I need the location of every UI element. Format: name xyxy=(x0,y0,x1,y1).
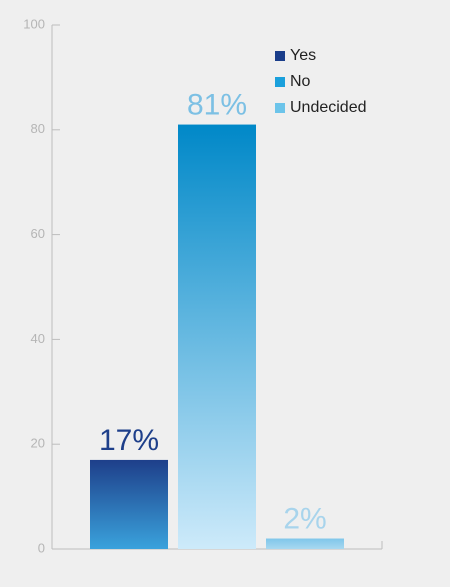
y-tick-label: 60 xyxy=(31,226,45,241)
value-label: 81% xyxy=(187,88,247,121)
legend-swatch xyxy=(275,77,285,87)
bar xyxy=(266,538,344,549)
y-tick-label: 0 xyxy=(38,540,45,555)
y-tick-label: 20 xyxy=(31,436,45,451)
legend-label: Undecided xyxy=(290,99,367,116)
y-tick-label: 100 xyxy=(23,16,45,31)
y-tick-label: 80 xyxy=(31,121,45,136)
y-tick-label: 40 xyxy=(31,331,45,346)
value-label: 17% xyxy=(99,424,159,457)
legend-label: Yes xyxy=(290,47,316,64)
value-label: 2% xyxy=(283,502,326,535)
legend-swatch xyxy=(275,103,285,113)
bar xyxy=(178,124,256,549)
legend-swatch xyxy=(275,51,285,61)
bar xyxy=(90,459,168,549)
legend-label: No xyxy=(290,73,311,90)
